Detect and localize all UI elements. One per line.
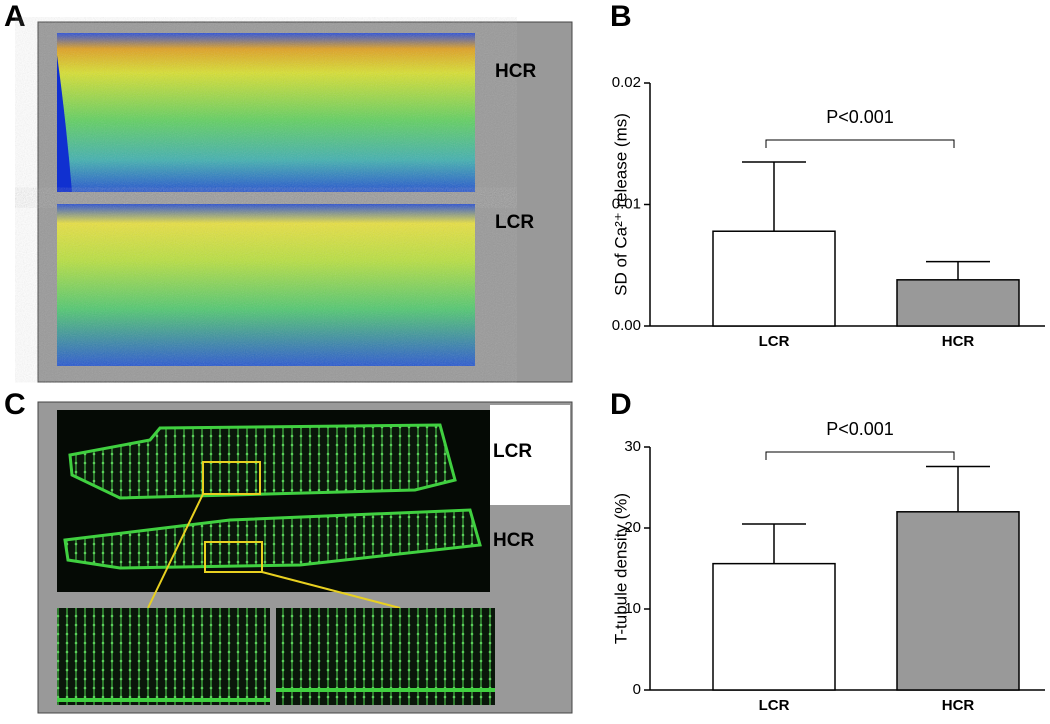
x-tick-label: LCR [759, 697, 790, 714]
y-axis-label: T-tubule density (%) [611, 493, 630, 644]
panel-label: A [4, 0, 26, 33]
zoom-box [202, 461, 261, 495]
image-noise [57, 204, 475, 366]
image-label: HCR [493, 530, 534, 551]
y-tick-label: 10 [624, 600, 641, 617]
y-tick-label: 30 [624, 438, 641, 455]
significance-label: P<0.001 [826, 107, 894, 127]
image-edge [57, 55, 72, 192]
panel-label: B [610, 0, 632, 33]
significance-bracket [765, 139, 955, 148]
y-tick-label: 20 [624, 519, 641, 536]
panel-label: C [4, 388, 26, 421]
zoom-box [204, 541, 263, 573]
y-tick-label: 0.01 [612, 195, 641, 212]
y-axis-label: SD of Ca²⁺ release (ms) [611, 113, 630, 296]
panel-label: D [610, 388, 632, 421]
label-background [490, 405, 570, 505]
bar [712, 230, 836, 327]
bar [896, 511, 1020, 691]
zoom-line [147, 493, 204, 609]
x-tick-label: HCR [942, 697, 975, 714]
image-label: LCR [495, 212, 534, 233]
x-tick-label: LCR [759, 333, 790, 350]
x-tick-label: HCR [942, 333, 975, 350]
cell-outline [68, 423, 457, 500]
cell-outline [63, 508, 482, 570]
y-tick-label: 0.00 [612, 317, 641, 334]
significance-label: P<0.001 [826, 419, 894, 439]
zoom-image [57, 608, 270, 705]
bar [896, 279, 1020, 327]
significance-bracket [765, 451, 955, 460]
image-label: HCR [495, 61, 536, 82]
y-tick-label: 0 [633, 681, 641, 698]
bar [712, 562, 836, 691]
image-noise [57, 33, 475, 192]
zoom-line [261, 571, 401, 609]
image-label: LCR [493, 441, 532, 462]
y-tick-label: 0.02 [612, 74, 641, 91]
